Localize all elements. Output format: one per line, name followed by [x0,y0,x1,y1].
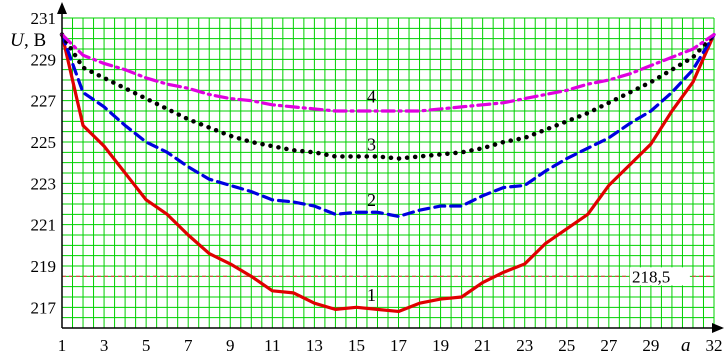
y-tick-label: 225 [31,133,57,152]
y-axis-unit: , В [24,30,46,51]
curve-label-1: 1 [367,285,376,305]
y-tick-label: 217 [31,298,57,317]
x-tick-label: 23 [516,336,533,355]
x-tick-label: 19 [432,336,449,355]
y-tick-label: 219 [31,257,57,276]
x-tick-label: 7 [184,336,193,355]
grid [61,17,715,329]
curve-label-2: 2 [367,190,376,210]
y-tick-label: 229 [31,50,57,69]
x-tick-label: 1 [58,336,67,355]
x-tick-label: 9 [226,336,235,355]
curve-3 [59,32,717,161]
x-tick-label: 11 [264,336,280,355]
y-tick-label: 227 [31,92,57,111]
x-tick-label: 27 [600,336,618,355]
y-tick-label: 231 [31,9,57,28]
reference-line: 218,5 [62,267,714,286]
y-tick-label: 221 [31,216,57,235]
x-tick-label: 3 [100,336,109,355]
x-tick-label: 17 [390,336,408,355]
x-axis-label: a [681,335,691,356]
reference-line-label: 218,5 [632,267,670,286]
y-tick-label: 223 [31,174,57,193]
x-tick-label: 25 [558,336,575,355]
reference-label-bg [629,267,690,286]
x-tick-label: 21 [474,336,491,355]
x-tick-label: 5 [142,336,151,355]
curve-label-4: 4 [367,87,376,107]
x-tick-label: 13 [306,336,323,355]
axes [57,2,724,333]
curve-label-3: 3 [367,134,376,154]
x-tick-label: 29 [642,336,659,355]
x-tick-label: 15 [348,336,365,355]
curves: 1 2 3 4 [59,32,717,314]
y-axis-symbol: U [10,30,25,51]
x-tick-label: 32 [706,336,723,355]
curve-2 [60,32,716,218]
curve-4 [60,32,716,113]
curve-1 [60,32,716,314]
x-axis-arrow [712,323,724,333]
y-axis-arrow [57,2,67,14]
